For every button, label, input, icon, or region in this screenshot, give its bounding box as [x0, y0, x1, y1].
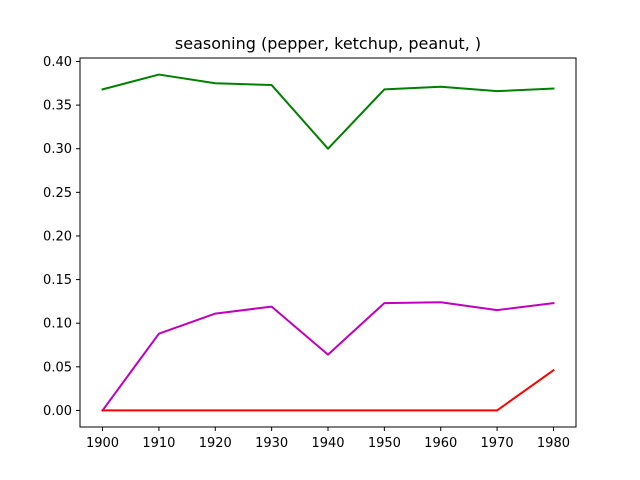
- chart-title: seasoning (pepper, ketchup, peanut, ): [175, 34, 481, 53]
- series-line-3: [101, 368, 555, 412]
- series-line-1: [101, 73, 555, 150]
- y-tick-label: 0.40: [43, 55, 72, 70]
- plot-frame: [79, 57, 577, 428]
- y-tick-label: 0.10: [43, 317, 72, 332]
- plot-area: [101, 73, 555, 412]
- x-tick-label: 1910: [142, 436, 175, 451]
- y-tick-label: 0.35: [43, 99, 72, 114]
- x-tick-label: 1970: [481, 436, 514, 451]
- x-tick-label: 1950: [368, 436, 401, 451]
- x-tick-label: 1930: [255, 436, 288, 451]
- x-tick-label: 1980: [537, 436, 570, 451]
- x-tick-label: 1920: [199, 436, 232, 451]
- y-tick-label: 0.20: [43, 229, 72, 244]
- x-tick-label: 1900: [86, 436, 119, 451]
- y-tick-label: 0.00: [43, 404, 72, 419]
- axes: 1900 1910 1920 1930 1940 1950 1960 1970 1980 0.00…: [43, 55, 570, 451]
- y-tick-label: 0.15: [43, 273, 72, 288]
- y-tick-label: 0.30: [43, 142, 72, 157]
- y-tick-label: 0.25: [43, 186, 72, 201]
- series-line-2: [101, 301, 555, 412]
- x-tick-label: 1960: [424, 436, 457, 451]
- y-tick-label: 0.05: [43, 360, 72, 375]
- x-tick-label: 1940: [311, 436, 344, 451]
